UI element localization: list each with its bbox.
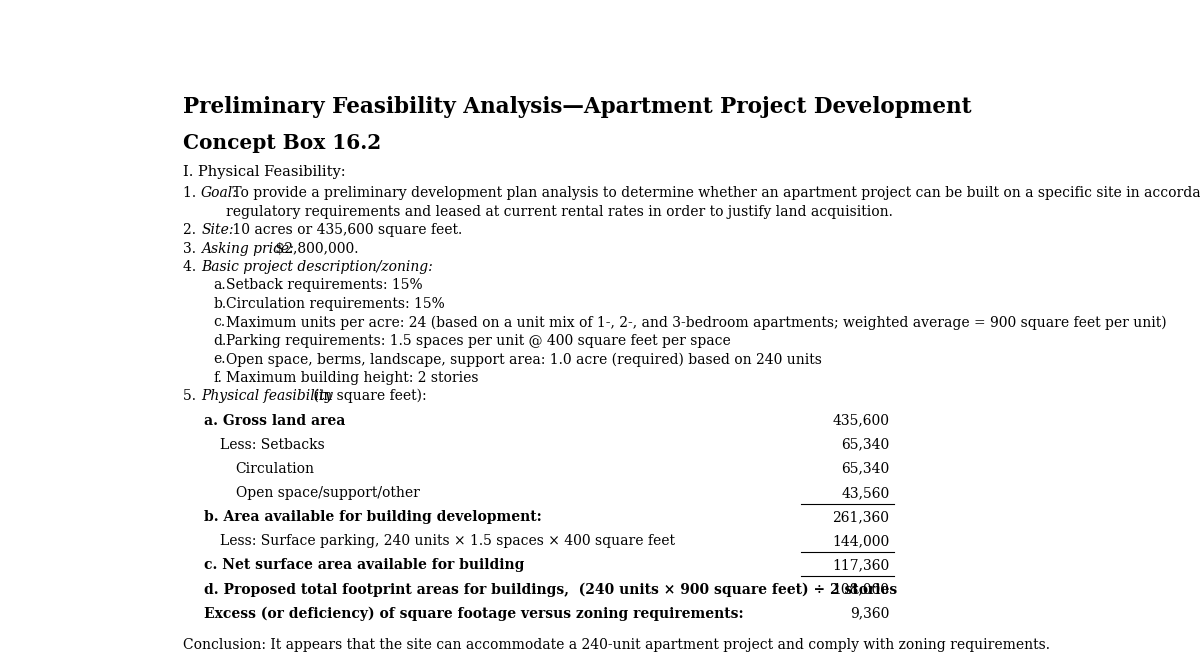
Text: Concept Box 16.2: Concept Box 16.2 [182, 133, 380, 153]
Text: Physical feasibility: Physical feasibility [202, 389, 332, 403]
Text: a. Gross land area: a. Gross land area [204, 414, 346, 428]
Text: e.: e. [214, 352, 226, 366]
Text: 65,340: 65,340 [841, 438, 889, 452]
Text: 108,000: 108,000 [833, 582, 889, 596]
Text: Open space, berms, landscape, support area: 1.0 acre (required) based on 240 uni: Open space, berms, landscape, support ar… [227, 352, 822, 366]
Text: Asking price:: Asking price: [202, 241, 294, 255]
Text: 3.: 3. [182, 241, 200, 255]
Text: Excess (or deficiency) of square footage versus zoning requirements:: Excess (or deficiency) of square footage… [204, 606, 744, 620]
Text: To provide a preliminary development plan analysis to determine whether an apart: To provide a preliminary development pla… [228, 186, 1200, 200]
Text: 65,340: 65,340 [841, 462, 889, 475]
Text: Circulation: Circulation [235, 462, 314, 475]
Text: Open space/support/other: Open space/support/other [235, 486, 420, 500]
Text: Setback requirements: 15%: Setback requirements: 15% [227, 279, 422, 293]
Text: 4.: 4. [182, 260, 200, 274]
Text: Site:: Site: [202, 223, 234, 237]
Text: (in square feet):: (in square feet): [310, 389, 427, 404]
Text: c.: c. [214, 315, 226, 329]
Text: Goal:: Goal: [202, 186, 238, 200]
Text: $2,800,000.: $2,800,000. [271, 241, 359, 255]
Text: c. Net surface area available for building: c. Net surface area available for buildi… [204, 558, 524, 572]
Text: Less: Surface parking, 240 units × 1.5 spaces × 400 square feet: Less: Surface parking, 240 units × 1.5 s… [220, 534, 674, 548]
Text: 1.: 1. [182, 186, 200, 200]
Text: b. Area available for building development:: b. Area available for building developme… [204, 510, 541, 524]
Text: Maximum building height: 2 stories: Maximum building height: 2 stories [227, 370, 479, 384]
Text: Parking requirements: 1.5 spaces per unit @ 400 square feet per space: Parking requirements: 1.5 spaces per uni… [227, 334, 731, 348]
Text: 43,560: 43,560 [841, 486, 889, 500]
Text: Conclusion: It appears that the site can accommodate a 240-unit apartment projec: Conclusion: It appears that the site can… [182, 638, 1050, 652]
Text: 117,360: 117,360 [832, 558, 889, 572]
Text: Basic project description/zoning:: Basic project description/zoning: [202, 260, 433, 274]
Text: 2.: 2. [182, 223, 200, 237]
Text: I. Physical Feasibility:: I. Physical Feasibility: [182, 165, 346, 179]
Text: 9,360: 9,360 [850, 606, 889, 620]
Text: a.: a. [214, 279, 226, 293]
Text: 261,360: 261,360 [833, 510, 889, 524]
Text: regulatory requirements and leased at current rental rates in order to justify l: regulatory requirements and leased at cu… [227, 205, 893, 219]
Text: Less: Setbacks: Less: Setbacks [220, 438, 324, 452]
Text: Maximum units per acre: 24 (based on a unit mix of 1-, 2-, and 3-bedroom apartme: Maximum units per acre: 24 (based on a u… [227, 315, 1166, 330]
Text: 144,000: 144,000 [832, 534, 889, 548]
Text: Preliminary Feasibility Analysis—Apartment Project Development: Preliminary Feasibility Analysis—Apartme… [182, 96, 971, 118]
Text: 5.: 5. [182, 389, 200, 403]
Text: 10 acres or 435,600 square feet.: 10 acres or 435,600 square feet. [228, 223, 462, 237]
Text: d.: d. [214, 334, 227, 348]
Text: f.: f. [214, 370, 222, 384]
Text: b.: b. [214, 297, 227, 311]
Text: 435,600: 435,600 [833, 414, 889, 428]
Text: Circulation requirements: 15%: Circulation requirements: 15% [227, 297, 445, 311]
Text: d. Proposed total footprint areas for buildings,  (240 units × 900 square feet) : d. Proposed total footprint areas for bu… [204, 582, 898, 597]
